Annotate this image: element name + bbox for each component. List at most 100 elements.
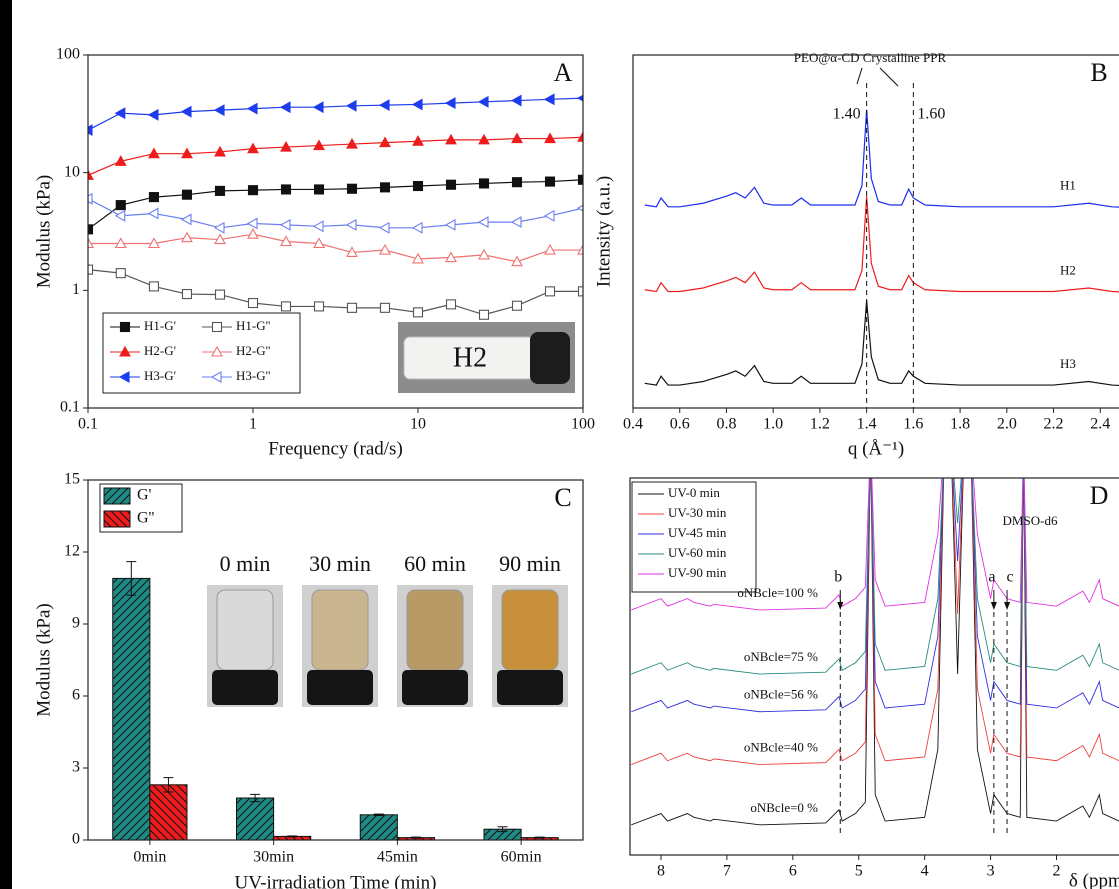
data-point bbox=[544, 176, 556, 187]
data-point bbox=[88, 169, 94, 180]
x-tick-label: 1.2 bbox=[810, 416, 830, 433]
x-axis-label: UV-irradiation Time (min) bbox=[235, 872, 437, 889]
marker-label: a bbox=[988, 569, 995, 586]
data-point bbox=[378, 99, 390, 112]
data-point bbox=[119, 321, 131, 333]
legend-label: UV-90 min bbox=[668, 565, 727, 580]
inset-vial bbox=[501, 589, 559, 671]
data-point bbox=[345, 218, 357, 231]
series-label: oNBcle=0 % bbox=[750, 800, 818, 815]
bar bbox=[112, 577, 151, 841]
x-tick-label: 3 bbox=[987, 863, 995, 880]
series-line bbox=[631, 478, 1119, 765]
x-tick-label: 2 bbox=[1052, 863, 1060, 880]
series-line bbox=[88, 198, 583, 229]
x-tick-label: 6 bbox=[789, 863, 797, 880]
data-point bbox=[118, 371, 130, 383]
data-point bbox=[247, 185, 259, 196]
inset-label: H2 bbox=[453, 342, 487, 373]
arrow bbox=[856, 67, 863, 85]
data-point bbox=[181, 147, 193, 159]
data-point bbox=[412, 135, 424, 146]
data-point bbox=[313, 301, 325, 312]
data-point bbox=[214, 185, 226, 196]
data-point bbox=[213, 221, 225, 234]
y-tick-label: 3 bbox=[72, 759, 80, 776]
data-point bbox=[210, 371, 222, 383]
data-point bbox=[511, 177, 523, 188]
data-point bbox=[346, 246, 358, 257]
legend: UV-0 min UV-30 min UV-45 min UV-60 min UV-90… bbox=[631, 481, 757, 593]
y-axis-label: Modulus (kPa) bbox=[33, 175, 54, 288]
data-point bbox=[88, 124, 93, 137]
data-point bbox=[477, 216, 489, 229]
data-point bbox=[115, 200, 126, 211]
data-point bbox=[478, 309, 490, 320]
data-point bbox=[346, 302, 358, 313]
legend-label: H3-G' bbox=[144, 368, 176, 383]
annotation: PEO@α-CD Crystalline PPR bbox=[794, 50, 947, 65]
marker-arrowhead bbox=[990, 602, 997, 610]
data-point bbox=[412, 307, 424, 318]
data-point bbox=[511, 255, 523, 267]
x-tick-label: 1.8 bbox=[950, 416, 970, 433]
y-tick-label: 1 bbox=[72, 281, 80, 298]
peak-label: 1.40 bbox=[833, 106, 861, 123]
data-point bbox=[114, 209, 126, 222]
inset-cap bbox=[307, 670, 373, 705]
data-point bbox=[478, 178, 490, 189]
series-line bbox=[644, 196, 1119, 293]
data-point bbox=[577, 243, 583, 255]
plot-area bbox=[631, 478, 1119, 826]
x-tick-label: 4 bbox=[921, 863, 929, 880]
data-point bbox=[313, 184, 325, 195]
data-point bbox=[379, 136, 391, 148]
inset-label: 60 min bbox=[404, 551, 466, 576]
series-line bbox=[644, 109, 1119, 208]
data-point bbox=[379, 243, 391, 255]
x-tick-label: 0.4 bbox=[623, 416, 643, 433]
data-point bbox=[115, 268, 126, 279]
legend-box bbox=[102, 312, 301, 394]
x-tick-label: 7 bbox=[723, 863, 731, 880]
data-point bbox=[379, 302, 391, 313]
legend-label: G' bbox=[137, 487, 152, 504]
data-point bbox=[147, 207, 159, 220]
plot-area bbox=[644, 109, 1119, 387]
error-bar bbox=[410, 836, 421, 839]
series-line bbox=[631, 478, 1119, 713]
data-point bbox=[345, 99, 357, 112]
series-line bbox=[88, 136, 583, 176]
x-tick-label: 8 bbox=[657, 863, 665, 880]
x-axis-label: q (Å⁻¹) bbox=[848, 438, 904, 459]
data-point bbox=[148, 281, 159, 292]
data-point bbox=[280, 184, 292, 195]
x-tick-label: 0.8 bbox=[716, 416, 736, 433]
x-tick-label: 1.4 bbox=[857, 416, 877, 433]
x-tick-label: 0min bbox=[133, 849, 166, 866]
data-point bbox=[114, 237, 127, 249]
data-point bbox=[445, 133, 457, 145]
series-line bbox=[88, 269, 583, 316]
inset-vial bbox=[406, 589, 464, 671]
bar bbox=[236, 797, 275, 841]
legend-label: UV-60 min bbox=[668, 545, 727, 560]
series-line bbox=[631, 478, 1119, 611]
series-label: oNBcle=100 % bbox=[737, 585, 818, 600]
inset-label: 90 min bbox=[499, 551, 561, 576]
data-point bbox=[543, 93, 555, 106]
inset-cap bbox=[212, 670, 278, 705]
data-point bbox=[181, 288, 193, 300]
data-point bbox=[114, 107, 126, 120]
legend-label: UV-0 min bbox=[668, 485, 720, 500]
data-point bbox=[544, 286, 556, 297]
arrow bbox=[879, 67, 899, 87]
data-point bbox=[148, 192, 159, 203]
error-bar bbox=[126, 561, 137, 596]
legend-label: H3-G'' bbox=[236, 368, 270, 383]
y-axis-label: Intensity (a.u.) bbox=[593, 176, 614, 287]
x-tick-label: 60min bbox=[501, 849, 542, 866]
data-point bbox=[411, 98, 423, 111]
data-point bbox=[247, 228, 259, 239]
